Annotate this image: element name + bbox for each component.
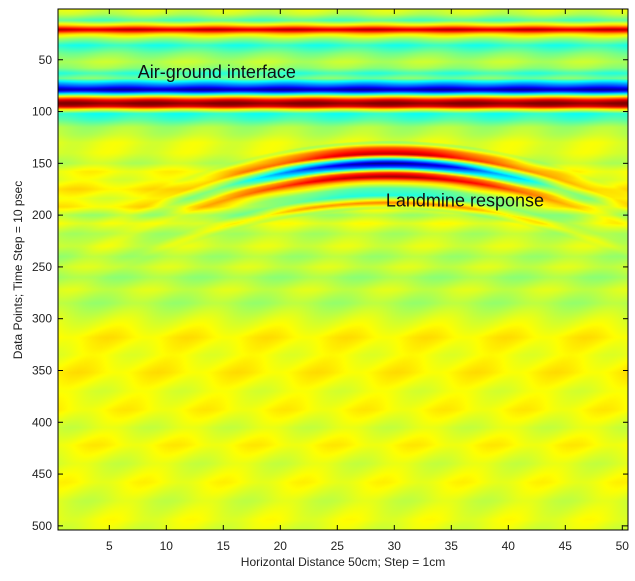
y-tick-label: 100 <box>32 105 52 119</box>
x-tick-label: 5 <box>106 539 113 553</box>
y-tick-label: 500 <box>32 519 52 533</box>
x-axis-label: Horizontal Distance 50cm; Step = 1cm <box>241 555 445 569</box>
y-tick-label: 250 <box>32 260 52 274</box>
y-tick-label: 350 <box>32 363 52 377</box>
y-tick-label: 450 <box>32 467 52 481</box>
x-tick-label: 50 <box>616 539 630 553</box>
x-axis-ticks: 5 10 15 20 25 30 35 40 45 50 <box>106 9 629 553</box>
y-tick-label: 400 <box>32 415 52 429</box>
x-tick-label: 20 <box>274 539 288 553</box>
heatmap-plot-area <box>58 9 628 530</box>
x-tick-label: 35 <box>445 539 459 553</box>
x-tick-label: 30 <box>388 539 402 553</box>
x-tick-label: 15 <box>217 539 231 553</box>
y-axis-ticks: 50 100 150 200 250 300 350 400 450 500 <box>32 53 628 533</box>
y-tick-label: 200 <box>32 208 52 222</box>
x-tick-label: 40 <box>502 539 516 553</box>
x-tick-label: 10 <box>160 539 174 553</box>
y-axis-label: Data Points; Time Step = 10 psec <box>11 181 25 359</box>
plot-frame <box>57 8 629 531</box>
annotation-landmine-response: Landmine response <box>386 190 544 210</box>
y-tick-label: 150 <box>32 156 52 170</box>
heatmap-image <box>58 9 628 530</box>
x-tick-label: 25 <box>331 539 345 553</box>
y-tick-label: 300 <box>32 312 52 326</box>
annotation-air-ground-interface: Air-ground interface <box>138 62 296 82</box>
x-tick-label: 45 <box>559 539 573 553</box>
y-tick-label: 50 <box>39 53 53 67</box>
